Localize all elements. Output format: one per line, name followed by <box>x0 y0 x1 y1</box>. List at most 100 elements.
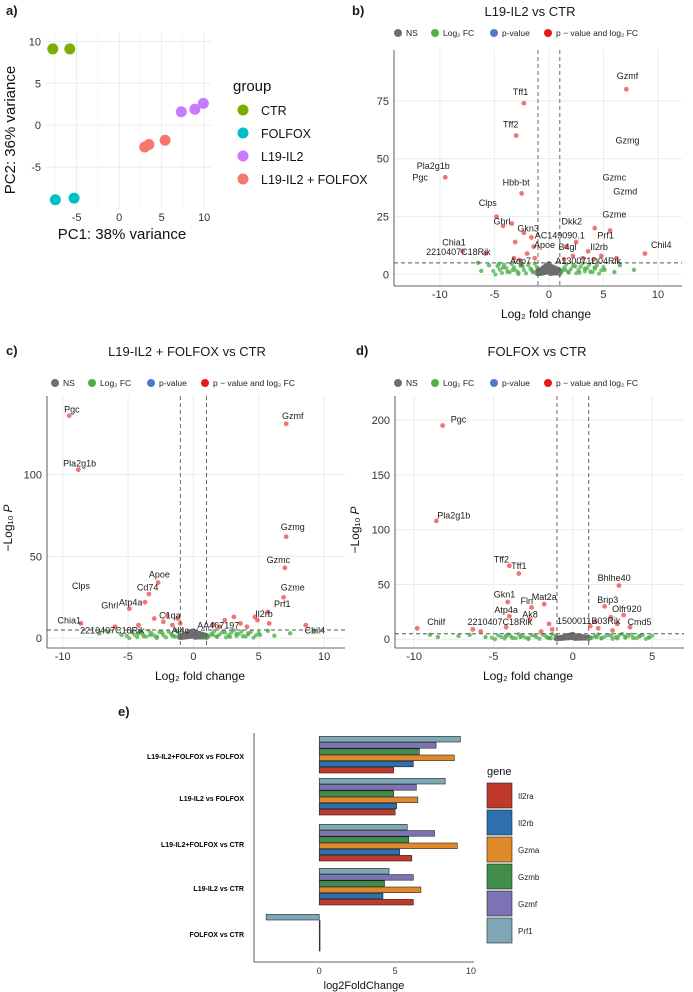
volcano-sig-point <box>524 251 530 257</box>
pca-x-tick: 10 <box>198 212 210 224</box>
volcano-ns-point <box>199 631 204 636</box>
panel-letter-c: c) <box>6 343 18 358</box>
legend-pv-dot <box>490 379 498 387</box>
volcano-sig-point <box>521 230 527 236</box>
volcano-sig-point <box>529 235 534 240</box>
volcano-x-tick: -5 <box>489 289 499 301</box>
bar-prf1 <box>318 736 461 743</box>
volcano-sig-point <box>255 617 260 623</box>
volcano-sig-point <box>142 599 148 605</box>
volcano-sig-point <box>470 626 476 632</box>
volcano-fc-point <box>608 633 614 638</box>
volcano-gene-label: Gzme <box>281 583 305 593</box>
volcano-fc-point <box>174 628 179 633</box>
volcano-fc-point <box>479 268 484 274</box>
volcano-ns-point <box>549 266 553 270</box>
volcano-fc-point <box>526 636 531 642</box>
volcano-ns-point <box>581 634 585 638</box>
volcano-ns-point <box>194 631 198 636</box>
volcano-c-plot: -10 -5 0 5 10050100PgcGzmfPla2g1bGzmgGzmcApo… <box>24 396 345 663</box>
legend-fc-text: Log₂ FC <box>443 378 474 388</box>
volcano-fc-point <box>616 633 621 638</box>
bar-il2rb <box>318 892 384 900</box>
volcano-sig-point <box>506 613 512 619</box>
bar-legend-title: gene <box>487 766 511 778</box>
panel-letter-b: b) <box>352 3 364 18</box>
volcano-sig-point <box>222 617 228 623</box>
volcano-gene-label: Gzmf <box>282 411 304 421</box>
category-label-0: L19-IL2+FOLFOX vs FOLFOX <box>147 754 244 761</box>
volcano-fc-point <box>239 629 244 634</box>
volcano-fc-point <box>523 635 528 640</box>
volcano-x-tick: 10 <box>318 651 330 663</box>
legend-key-prf1 <box>486 917 513 944</box>
volcano-fc-point <box>483 634 488 640</box>
pca-point <box>64 43 76 55</box>
volcano-fc-point <box>97 631 102 636</box>
volcano-sig-point <box>623 86 629 92</box>
bar-x-label: log2FoldChange <box>324 980 405 992</box>
volcano-gene-label: B4gl <box>558 242 576 252</box>
volcano-ns-point <box>568 635 572 640</box>
bar-il2ra <box>318 767 394 774</box>
volcano-fc-point <box>570 263 576 268</box>
volcano-gene-label: Mat2a <box>532 592 557 602</box>
volcano-fc-point <box>553 633 558 638</box>
volcano-fc-point <box>623 635 628 640</box>
volcano-fc-point <box>643 636 648 641</box>
volcano-gene-label: Al4c <box>172 625 190 635</box>
volcano-y-tick: 50 <box>378 579 390 591</box>
bar-x-tick: 0 <box>317 966 322 976</box>
volcano-fc-point <box>157 630 162 635</box>
bar-il2rb <box>318 848 400 856</box>
volcano-x-tick: -5 <box>489 651 499 663</box>
volcano-sig-point <box>627 624 633 630</box>
bar-gzma <box>318 754 455 761</box>
volcano-fc-point <box>523 271 529 276</box>
volcano-fc-point <box>590 270 595 275</box>
legend-fc-dot <box>88 379 96 387</box>
bar-legend: Il2ra Il2rb Gzma Gzmb Gzmf Prf1 <box>486 782 540 944</box>
volcano-gene-label: Tff2 <box>503 120 518 130</box>
volcano-gene-label: Apoe <box>534 240 555 250</box>
volcano-fc-point <box>592 266 597 271</box>
volcano-c-legend: NS Log₂ FC p-value p − value and log₂ FC <box>51 378 295 388</box>
volcano-fc-point <box>495 264 500 269</box>
volcano-x-tick: -10 <box>55 651 71 663</box>
volcano-c-title: L19-IL2 + FOLFOX vs CTR <box>108 344 266 359</box>
volcano-sig-point <box>266 621 272 626</box>
pca-point <box>197 97 209 109</box>
volcano-ns-point <box>558 636 563 640</box>
legend-ns-dot <box>51 379 59 387</box>
volcano-fc-point <box>582 269 588 274</box>
volcano-gene-label: Pgc <box>451 414 467 424</box>
volcano-gene-label: 1500011B03Rik <box>557 616 621 626</box>
volcano-sig-point <box>503 624 509 630</box>
legend-label-il2ra: Il2ra <box>518 792 534 801</box>
volcano-fc-point <box>650 633 655 638</box>
volcano-sig-point <box>244 624 250 630</box>
volcano-fc-point <box>559 268 565 274</box>
volcano-gene-label: C1qa <box>159 611 181 621</box>
volcano-fc-point <box>530 269 535 274</box>
pca-point <box>47 43 59 55</box>
volcano-gene-label: Tff1 <box>513 87 528 97</box>
legend-fc-text: Log₂ FC <box>100 378 131 388</box>
volcano-sig-point <box>532 255 538 261</box>
bar-x-tick: 10 <box>466 966 476 976</box>
volcano-y-tick: 0 <box>384 634 390 646</box>
volcano-fc-point <box>497 267 502 272</box>
volcano-gene-label: Il2rb <box>255 609 273 619</box>
volcano-fc-point <box>637 634 642 639</box>
pca-points <box>47 43 209 206</box>
volcano-gene-label: Cmd5 <box>628 617 652 627</box>
bar-gzmb <box>318 790 394 797</box>
volcano-sig-point <box>591 257 597 263</box>
volcano-fc-point <box>537 636 542 641</box>
volcano-sig-point <box>621 612 627 618</box>
legend-pv-dot <box>490 29 498 37</box>
bar-il2ra <box>318 809 396 816</box>
volcano-gene-label: Clps <box>479 198 498 208</box>
volcano-sig-point <box>252 614 258 620</box>
